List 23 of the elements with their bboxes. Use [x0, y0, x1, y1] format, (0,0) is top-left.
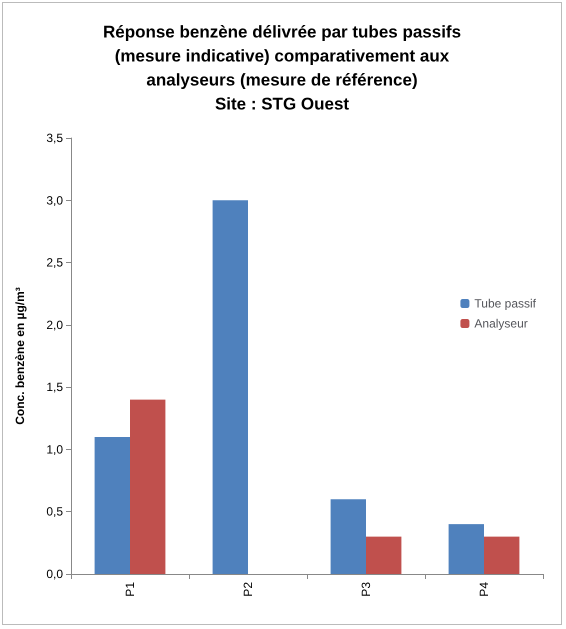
x-tick-label: P4 [477, 582, 491, 597]
y-tick-label: 2,0 [46, 318, 64, 332]
bar [330, 499, 366, 574]
y-tick-label: 1,5 [46, 380, 64, 394]
legend-label: Tube passif [474, 296, 537, 310]
y-tick-label: 1,0 [46, 442, 64, 456]
x-tick-label: P1 [123, 582, 137, 597]
bar [448, 524, 484, 574]
bar [366, 536, 402, 574]
y-tick-label: 2,5 [46, 256, 64, 270]
bar [94, 436, 130, 574]
x-tick-label: P3 [359, 582, 373, 597]
y-tick-label: 0,5 [46, 504, 64, 519]
chart-title: Réponse benzène délivrée par tubes passifs (mesure indicative) comparativement aux analyseurs (mesure de référence) Site : STG Ouest [102, 22, 462, 114]
y-axis-title: Conc. benzène en µg/m³ [13, 287, 27, 425]
y-tick-label: 3,5 [46, 131, 64, 145]
bar [484, 536, 520, 574]
y-tick-label: 3,0 [46, 193, 64, 208]
legend-label: Analyseur [474, 316, 528, 330]
y-tick-label: 0,0 [46, 567, 64, 581]
bar [130, 400, 166, 574]
bar [212, 200, 248, 574]
x-tick-label: P2 [241, 582, 255, 597]
